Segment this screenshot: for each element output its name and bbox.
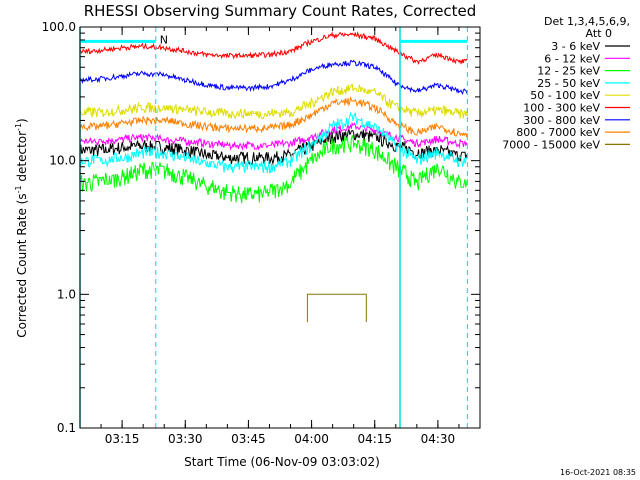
marker-label: N — [160, 33, 168, 46]
series-line — [306, 293, 367, 323]
legend-header-1: Det 1,3,4,5,6,9, — [544, 15, 630, 28]
legend-label: 800 - 7000 keV — [516, 126, 600, 139]
legend-label: 3 - 6 keV — [551, 40, 600, 53]
x-tick-label: 04:30 — [421, 432, 456, 446]
x-tick-label: 03:15 — [105, 432, 140, 446]
y-axis-label: Corrected Count Rate (s-1 detector-1) — [14, 118, 29, 337]
timestamp: 16-Oct-2021 08:35 — [560, 468, 636, 477]
event-markers: N — [79, 27, 468, 428]
legend-label: 50 - 100 keV — [530, 89, 600, 102]
series-line — [80, 135, 468, 204]
legend-label: 300 - 800 keV — [523, 114, 600, 127]
series-line — [80, 121, 468, 151]
plot-frame — [79, 26, 481, 429]
legend-label: 12 - 25 keV — [537, 65, 600, 78]
y-axis: 0.1 1.0 10.0 100.0 — [42, 20, 480, 435]
y-tick-label: 10.0 — [49, 154, 76, 168]
legend-label: 6 - 12 keV — [544, 52, 600, 65]
x-tick-label: 04:00 — [294, 432, 329, 446]
legend-label: 25 - 50 keV — [537, 77, 600, 90]
legend-label: 7000 - 15000 keV — [502, 138, 600, 151]
chart-title: RHESSI Observing Summary Count Rates, Co… — [84, 2, 477, 20]
legend-header-2: Att 0 — [586, 27, 612, 40]
legend-label: 100 - 300 keV — [523, 102, 600, 115]
x-tick-label: 04:15 — [357, 432, 392, 446]
series-line — [79, 96, 468, 138]
y-tick-label: 1.0 — [57, 287, 76, 301]
series-line — [79, 59, 468, 95]
data-traces — [79, 31, 468, 323]
y-tick-label: 0.1 — [57, 421, 76, 435]
series-line — [79, 128, 468, 166]
y-tick-label: 100.0 — [42, 20, 76, 34]
x-tick-label: 03:30 — [168, 432, 203, 446]
x-tick-label: 03:45 — [231, 432, 266, 446]
x-axis: 03:15 03:30 03:45 04:00 04:15 04:30 — [79, 27, 481, 446]
series-line — [79, 111, 468, 174]
series-line — [80, 83, 468, 120]
series-line — [79, 31, 468, 66]
x-axis-label: Start Time (06-Nov-09 03:03:02) — [184, 455, 380, 469]
